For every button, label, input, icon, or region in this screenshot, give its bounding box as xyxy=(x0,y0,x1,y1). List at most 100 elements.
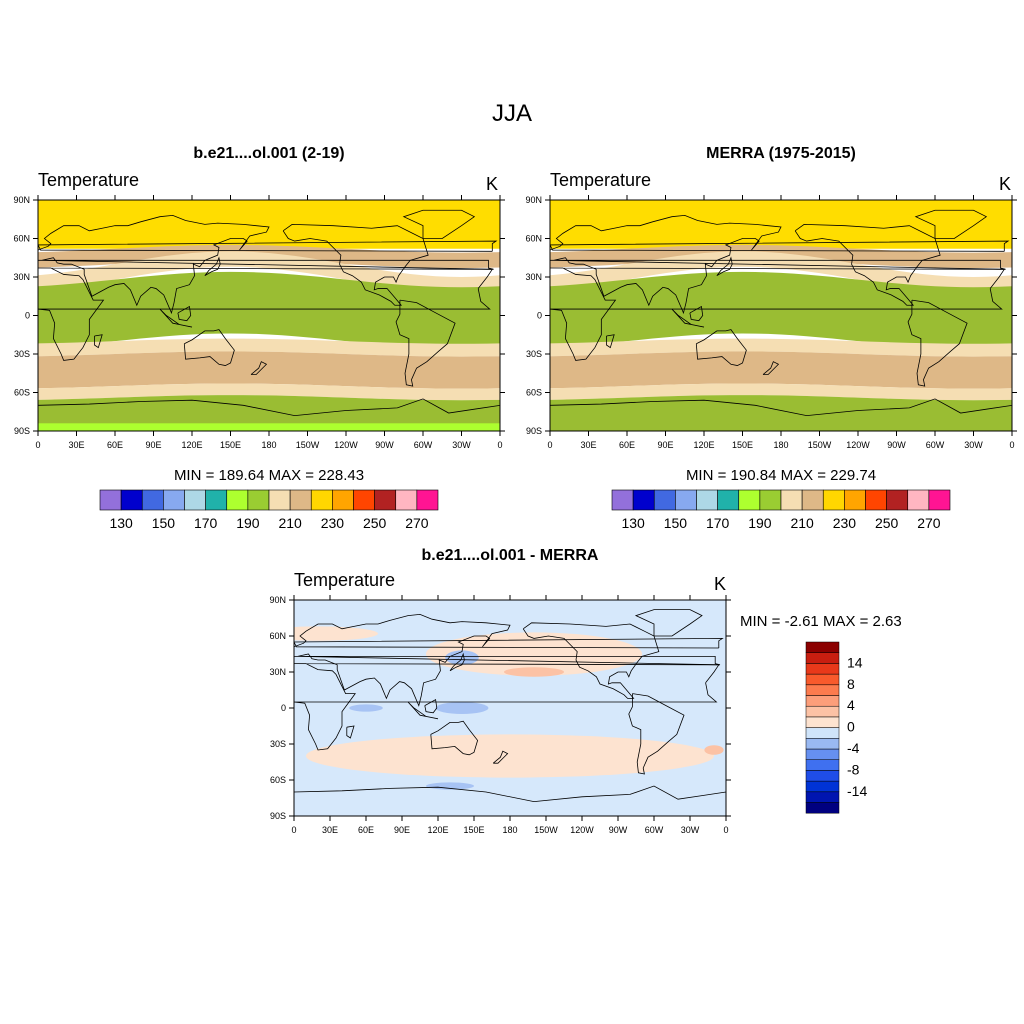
colorbar-swatch xyxy=(675,489,697,511)
coastline-segment xyxy=(689,305,704,322)
lat-tick-label: 90S xyxy=(14,426,30,436)
lat-tick-label: 0 xyxy=(537,311,542,321)
colorbar-swatch xyxy=(805,663,840,675)
colorbar-tick-label: 230 xyxy=(321,515,345,531)
colorbar-swatch xyxy=(120,489,143,511)
panel-3-units-label: K xyxy=(714,574,727,594)
colorbar-swatch xyxy=(717,489,740,511)
colorbar-tick-label: 0 xyxy=(847,719,855,735)
lon-tick-label: 120E xyxy=(427,825,448,835)
colorbar-tick-label: 170 xyxy=(194,515,218,531)
panel-3-variable-label: Temperature xyxy=(294,570,396,590)
band-wheat-north xyxy=(38,251,500,293)
lon-tick-label: 180 xyxy=(773,440,788,450)
coastline-segment xyxy=(294,637,724,649)
lat-tick-label: 90N xyxy=(13,195,30,205)
diff-blob-south-atlantic xyxy=(704,745,724,755)
lat-tick-label: 60N xyxy=(269,631,286,641)
colorbar-swatch xyxy=(247,489,270,511)
colorbar-swatch xyxy=(374,489,397,511)
lon-tick-label: 0 xyxy=(35,440,40,450)
lat-tick-label: 60N xyxy=(525,234,542,244)
lat-tick-label: 60N xyxy=(13,234,30,244)
lon-tick-label: 0 xyxy=(723,825,728,835)
diff-blob-antarctic-cool xyxy=(426,782,474,790)
panel-1-title: b.e21....ol.001 (2-19) xyxy=(193,145,345,162)
lon-tick-label: 0 xyxy=(547,440,552,450)
coastline-segment xyxy=(395,299,456,387)
panel-2-min-max: MIN = 190.84 MAX = 229.74 xyxy=(685,467,877,484)
lat-tick-label: 30N xyxy=(269,667,286,677)
panel-1-colorbar: 130 150 170 190 210 230 250 270 xyxy=(99,489,439,531)
lon-tick-label: 0 xyxy=(1009,440,1014,450)
colorbar-swatch xyxy=(310,489,333,511)
coastline-segment xyxy=(671,308,705,328)
colorbar-swatch xyxy=(805,802,840,814)
lat-tick-label: 90N xyxy=(525,195,542,205)
coastline-segment xyxy=(294,663,720,751)
lon-tick-label: 120W xyxy=(570,825,594,835)
diff-blob-europe xyxy=(294,626,378,641)
coastline-segment xyxy=(907,299,968,387)
lon-tick-label: 120E xyxy=(693,440,714,450)
coastline-segment xyxy=(762,361,780,375)
colorbar-swatch xyxy=(886,489,909,511)
lon-tick-label: 30W xyxy=(681,825,700,835)
coastline-segment xyxy=(346,725,355,739)
lon-tick-label: 120W xyxy=(334,440,358,450)
lon-tick-label: 60E xyxy=(358,825,374,835)
colorbar-swatch xyxy=(163,489,185,511)
lon-tick-label: 120E xyxy=(181,440,202,450)
coastline-segment xyxy=(550,240,1010,252)
band-green-tropics xyxy=(550,271,1012,349)
coastline-segment xyxy=(94,334,103,349)
coastline-segment xyxy=(550,398,1012,417)
band-green-antarctic xyxy=(38,395,500,431)
lon-tick-label: 180 xyxy=(261,440,276,450)
panel-2-variable-label: Temperature xyxy=(550,170,652,190)
lon-tick-label: 60W xyxy=(414,440,433,450)
colorbar-swatch xyxy=(653,489,676,511)
coastline-segment xyxy=(430,720,479,756)
band-wheat-north xyxy=(550,251,1012,293)
lat-tick-label: 60S xyxy=(14,388,30,398)
lon-tick-label: 150W xyxy=(296,440,320,450)
colorbar-tick-label: 210 xyxy=(278,515,302,531)
colorbar-swatch xyxy=(907,489,930,511)
panel-3-min-max: MIN = -2.61 MAX = 2.63 xyxy=(740,613,902,630)
coastline-segment xyxy=(634,609,703,637)
lon-tick-label: 60W xyxy=(926,440,945,450)
colorbar-swatch xyxy=(805,748,840,760)
band-green-antarctic xyxy=(550,395,1012,431)
panel-2-units-label: K xyxy=(999,174,1012,194)
coastline-segment xyxy=(177,305,192,322)
diff-blob-southern-ocean xyxy=(306,734,714,778)
coastline-segment xyxy=(282,223,429,306)
lon-tick-label: 150W xyxy=(534,825,558,835)
lat-tick-label: 30S xyxy=(526,349,542,359)
colorbar-tick-label: 270 xyxy=(405,515,429,531)
coastline-segment xyxy=(407,701,439,720)
lon-tick-label: 30E xyxy=(322,825,338,835)
panel-3-colorbar: 14 8 4 0 -4 -8 -14 xyxy=(805,641,867,814)
lat-tick-label: 0 xyxy=(281,703,286,713)
colorbar-tick-label: 170 xyxy=(706,515,730,531)
colorbar-swatch xyxy=(632,489,655,511)
band-wheat-south xyxy=(38,338,500,357)
colorbar-tick-label: 4 xyxy=(847,697,855,713)
lat-tick-label: 30S xyxy=(270,739,286,749)
colorbar-tick-label: 190 xyxy=(748,515,772,531)
coastline-segment xyxy=(424,698,438,714)
colorbar-swatch xyxy=(865,489,887,511)
lat-tick-label: 60S xyxy=(526,388,542,398)
band-wheat-far-south xyxy=(550,383,1012,401)
colorbar-tick-label: 8 xyxy=(847,676,855,692)
colorbar-swatch xyxy=(184,489,206,511)
colorbar-swatch xyxy=(805,716,840,728)
panel-1-min-max: MIN = 189.64 MAX = 228.43 xyxy=(173,467,365,484)
coastline-segment xyxy=(550,214,1006,315)
panel-3-title: b.e21....ol.001 - MERRA xyxy=(421,547,599,564)
colorbar-tick-label: 190 xyxy=(236,515,260,531)
coastline-segment xyxy=(695,329,747,366)
band-wheat-south xyxy=(550,338,1012,357)
